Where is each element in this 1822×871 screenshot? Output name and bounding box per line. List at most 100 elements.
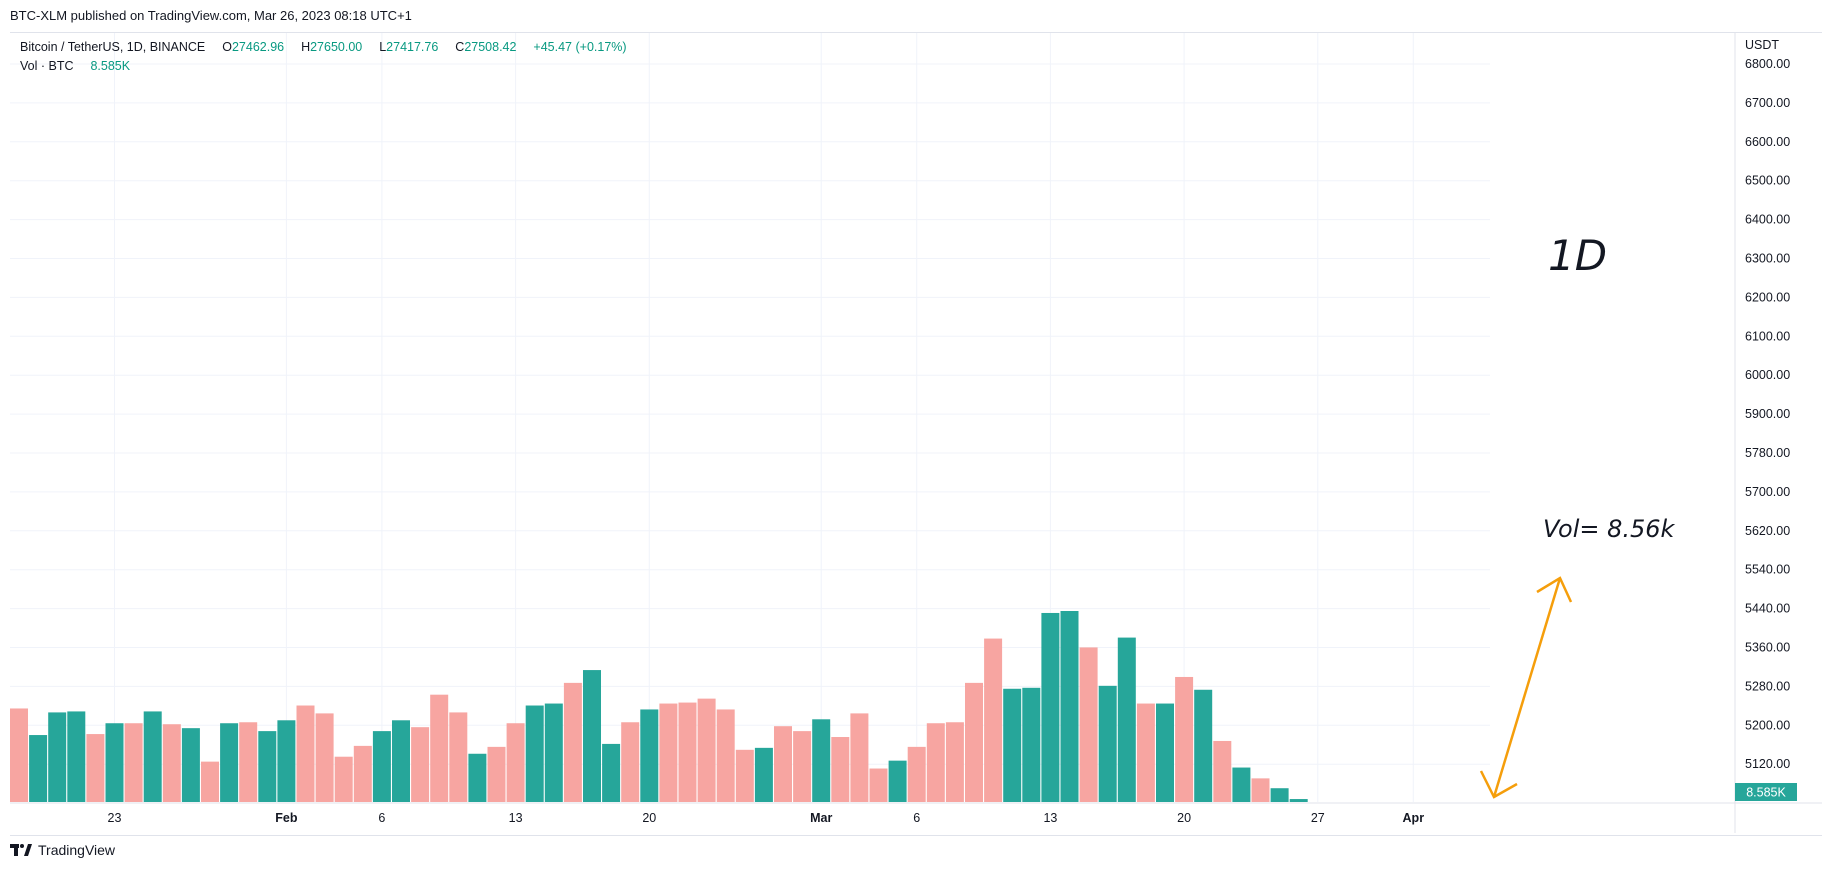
volume-bar xyxy=(67,711,86,802)
y-tick-label: 5200.00 xyxy=(1745,718,1790,732)
y-tick-label: 5780.00 xyxy=(1745,446,1790,460)
y-tick-label: 6300.00 xyxy=(1745,252,1790,266)
x-tick-label: 13 xyxy=(509,811,523,825)
open-value: 27462.96 xyxy=(231,40,285,54)
chart-frame xyxy=(10,32,1822,836)
footer-brand[interactable]: TradingView xyxy=(38,842,116,858)
annotations: 1D Vol= 8.56k xyxy=(1479,231,1676,799)
volume-bar xyxy=(945,722,964,802)
volume-row: Vol · BTC 8.585K xyxy=(20,57,627,76)
volume-bar xyxy=(1156,703,1174,802)
volume-bar xyxy=(1022,687,1041,802)
y-tick-label: 5900.00 xyxy=(1745,407,1790,421)
volume-bar xyxy=(1232,767,1251,802)
volume-bar xyxy=(1194,689,1213,802)
volume-label[interactable]: Vol · BTC xyxy=(20,59,74,73)
volume-bar xyxy=(430,694,449,802)
volume-bar xyxy=(143,711,162,802)
y-tick-label: 5540.00 xyxy=(1745,563,1790,577)
volume-annotation: Vol= 8.56k xyxy=(1543,515,1676,543)
y-tick-label: 5440.00 xyxy=(1745,602,1790,616)
volume-bar xyxy=(831,737,850,802)
volume-bar xyxy=(621,722,640,802)
axis-currency: USDT xyxy=(1745,38,1779,52)
x-tick-label: 20 xyxy=(642,811,656,825)
volume-bar xyxy=(372,731,391,802)
arrow-down-head xyxy=(1479,770,1518,799)
close-label: C xyxy=(455,40,465,54)
y-tick-label: 5360.00 xyxy=(1745,641,1790,655)
volume-bar xyxy=(812,719,831,802)
volume-bar xyxy=(602,743,621,802)
volume-bar xyxy=(392,720,410,802)
volume-bar xyxy=(1117,637,1136,802)
x-tick-label: 13 xyxy=(1043,811,1057,825)
y-tick-label: 6200.00 xyxy=(1745,290,1790,304)
volume-bar xyxy=(162,724,181,802)
volume-bar xyxy=(793,731,812,802)
volume-bar xyxy=(334,756,353,802)
volume-bar xyxy=(258,731,277,802)
volume-bar xyxy=(1041,612,1060,802)
volume-bar xyxy=(1060,611,1079,802)
y-tick-label: 5280.00 xyxy=(1745,679,1790,693)
volume-bar xyxy=(487,746,506,802)
arrow-up-line xyxy=(1492,577,1562,798)
x-tick-label: 20 xyxy=(1177,811,1191,825)
volume-bar xyxy=(220,723,239,802)
volume-bar xyxy=(48,712,67,802)
y-tick-label: 6400.00 xyxy=(1745,213,1790,227)
volume-bar xyxy=(1098,685,1117,802)
current-volume-badge xyxy=(1735,783,1797,801)
low-label: L xyxy=(379,40,387,54)
x-tick-label: Apr xyxy=(1403,811,1425,825)
open-label: O xyxy=(222,40,232,54)
volume-bar xyxy=(411,727,430,802)
volume-bar xyxy=(774,726,792,802)
y-tick-label: 6100.00 xyxy=(1745,329,1790,343)
volume-bar xyxy=(563,682,582,802)
volume-bar xyxy=(1289,799,1308,802)
volume-bar xyxy=(1251,778,1270,802)
y-tick-label: 5700.00 xyxy=(1745,485,1790,499)
high-value: 27650.00 xyxy=(310,40,363,54)
volume-bar xyxy=(907,746,926,802)
symbol-label[interactable]: Bitcoin / TetherUS, 1D, BINANCE xyxy=(20,40,206,54)
volume-bar xyxy=(754,747,773,802)
volume-bar xyxy=(984,638,1003,802)
y-tick-label: 6500.00 xyxy=(1745,174,1790,188)
volume-bar xyxy=(1079,647,1098,802)
volume-bar xyxy=(1003,688,1022,802)
published-line: BTC-XLM published on TradingView.com, Ma… xyxy=(10,8,412,23)
volume-bar xyxy=(544,703,563,802)
x-tick-label: Feb xyxy=(275,811,298,825)
volume-bar xyxy=(1136,703,1155,802)
volume-bar xyxy=(525,705,544,802)
volume-bar xyxy=(10,708,28,802)
tradingview-logo-icon[interactable] xyxy=(10,843,32,857)
volume-bar xyxy=(1213,740,1232,802)
y-tick-label: 6000.00 xyxy=(1745,368,1790,382)
volume-bar xyxy=(468,753,487,802)
volume-bar xyxy=(583,670,601,802)
x-tick-label: Mar xyxy=(810,811,832,825)
x-tick-label: 6 xyxy=(378,811,385,825)
change-value: +45.47 (+0.17%) xyxy=(533,40,627,54)
volume-bar xyxy=(506,723,525,802)
y-tick-label: 6600.00 xyxy=(1745,135,1790,149)
volume-bar xyxy=(850,713,869,802)
volume-bar xyxy=(888,760,907,802)
volume-bar xyxy=(697,698,716,802)
x-tick-label: 27 xyxy=(1311,811,1325,825)
y-tick-label: 6800.00 xyxy=(1745,57,1790,71)
volume-bar xyxy=(659,703,678,802)
current-volume-label: 8.585K xyxy=(1746,786,1786,800)
volume-bar xyxy=(296,705,315,802)
volume-bar xyxy=(1175,676,1194,802)
symbol-row: Bitcoin / TetherUS, 1D, BINANCE O27462.9… xyxy=(20,38,627,57)
chart-legend: Bitcoin / TetherUS, 1D, BINANCE O27462.9… xyxy=(20,38,627,76)
low-value: 27417.76 xyxy=(386,40,439,54)
y-tick-label: 5620.00 xyxy=(1745,524,1790,538)
volume-bar xyxy=(353,745,372,802)
